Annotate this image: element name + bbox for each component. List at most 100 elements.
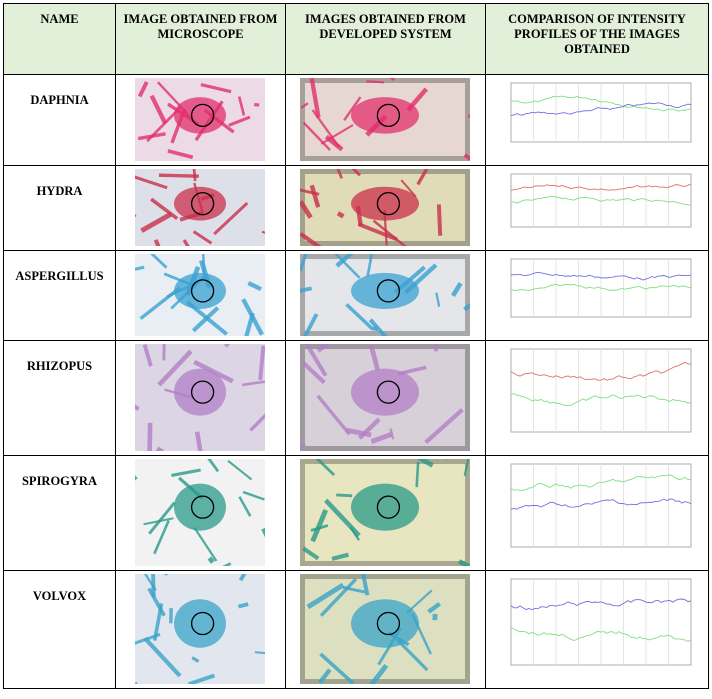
profile-line — [510, 95, 692, 112]
specimen-strand — [193, 359, 234, 384]
specimen-strand — [345, 427, 372, 438]
specimen-strand — [213, 201, 249, 236]
specimen-strand — [316, 394, 351, 436]
specimen-strand — [324, 134, 344, 152]
specimen-body — [174, 272, 226, 309]
specimen-strand — [150, 197, 179, 220]
specimen-strand — [427, 602, 441, 614]
system-image — [300, 169, 470, 246]
specimen-strand — [336, 169, 343, 179]
specimen-strand — [192, 230, 213, 245]
specimen-body — [174, 483, 226, 531]
specimen-strand — [368, 344, 381, 371]
specimen-strand — [207, 459, 220, 473]
specimen-strand — [351, 169, 361, 177]
row-name: VOLVOX — [3, 570, 116, 689]
specimen-strand — [368, 318, 388, 336]
specimen-strand — [207, 556, 215, 564]
header-cell: IMAGE OBTAINED FROM MICROSCOPE — [115, 3, 286, 75]
specimen-strand — [254, 651, 265, 655]
specimen-strand — [227, 459, 253, 481]
microscope-image — [135, 344, 265, 451]
specimen-strand — [300, 254, 308, 272]
region-marker — [376, 380, 401, 404]
specimen-strand — [457, 559, 470, 566]
specimen-strand — [304, 344, 328, 377]
profile-line — [510, 498, 692, 510]
specimen-strand — [142, 344, 153, 367]
intensity-profile-image — [510, 258, 692, 318]
region-marker — [190, 192, 215, 216]
specimen-strand — [238, 496, 252, 517]
specimen-strand — [158, 173, 199, 178]
profile-line — [510, 271, 692, 281]
specimen-body — [174, 599, 226, 648]
specimen-strand — [222, 562, 232, 566]
specimen-strand — [182, 239, 190, 246]
system-image — [300, 459, 470, 566]
specimen-body — [351, 272, 419, 309]
specimen-strand — [319, 652, 355, 684]
specimen-strand — [241, 380, 265, 387]
specimen-strand — [389, 428, 395, 440]
specimen-strand — [249, 413, 265, 432]
specimen-strand — [140, 211, 173, 233]
intensity-profile-image — [510, 173, 692, 228]
specimen-body — [351, 368, 419, 416]
specimen-strand — [237, 602, 249, 609]
specimen-strand — [396, 639, 429, 672]
specimen-strand — [261, 527, 265, 538]
region-marker — [190, 495, 215, 519]
specimen-strand — [389, 78, 396, 82]
specimen-strand — [300, 443, 306, 451]
specimen-strand — [324, 498, 361, 538]
specimen-strand — [345, 303, 375, 331]
specimen-strand — [317, 668, 332, 684]
specimen-strand — [242, 490, 265, 501]
specimen-strand — [343, 96, 362, 122]
specimen-strand — [191, 656, 200, 663]
intensity-profile-image — [510, 463, 692, 548]
cell — [485, 570, 709, 689]
specimen-strand — [135, 265, 145, 271]
region-marker — [190, 380, 215, 404]
system-image — [300, 78, 470, 161]
specimen-strand — [157, 349, 193, 387]
specimen-strand — [300, 102, 309, 109]
specimen-body — [351, 599, 419, 648]
specimen-strand — [151, 574, 156, 598]
specimen-strand — [306, 582, 345, 610]
region-marker — [376, 279, 401, 303]
profile-line — [510, 361, 692, 381]
specimen-strand — [416, 169, 429, 186]
specimen-strand — [200, 82, 232, 94]
specimen-strand — [147, 422, 153, 451]
specimen-body — [174, 97, 226, 134]
specimen-strand — [143, 636, 182, 678]
specimen-strand — [187, 673, 216, 684]
specimen-body — [351, 483, 419, 531]
profile-line — [510, 183, 692, 192]
specimen-strand — [315, 459, 336, 477]
system-image — [300, 254, 470, 336]
row-name: RHIZOPUS — [3, 340, 116, 456]
specimen-body — [351, 97, 419, 134]
profile-line — [510, 474, 692, 491]
profile-line — [510, 598, 692, 611]
specimen-strand — [463, 153, 470, 161]
specimen-strand — [143, 517, 174, 526]
system-image — [300, 574, 470, 684]
microscope-image — [135, 78, 265, 161]
region-marker — [376, 495, 401, 519]
specimen-strand — [202, 254, 206, 275]
specimen-strand — [171, 468, 201, 477]
specimen-strand — [370, 431, 393, 445]
specimen-strand — [150, 254, 168, 269]
specimen-strand — [361, 574, 370, 596]
specimen-strand — [238, 574, 247, 582]
specimen-strand — [320, 124, 354, 145]
specimen-strand — [450, 282, 463, 298]
header-cell: COMPARISON OF INTENSITY PROFILES OF THE … — [485, 3, 709, 75]
specimen-strand — [368, 663, 389, 684]
